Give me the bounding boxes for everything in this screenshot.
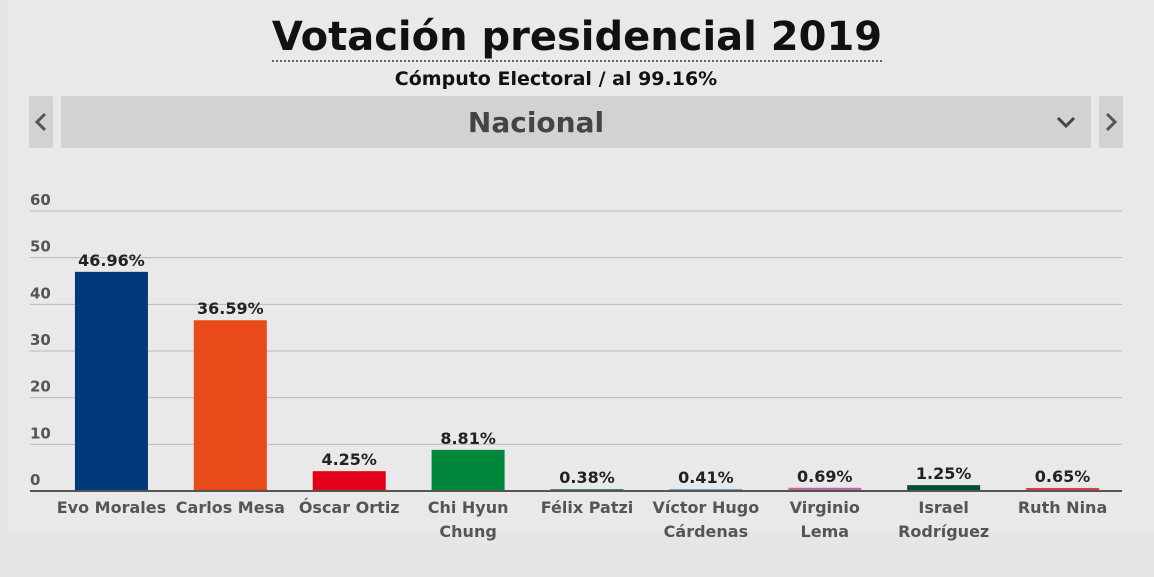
chevron-right-icon: [1105, 112, 1118, 132]
bar: [193, 320, 267, 491]
data-label: 1.25%: [916, 464, 972, 483]
x-tick-label: Virginio: [790, 498, 860, 517]
bar: [312, 471, 386, 491]
y-tick-label: 0: [30, 471, 40, 489]
x-tick-label: Cárdenas: [664, 522, 748, 541]
x-tick-label: Israel: [918, 498, 969, 517]
x-tick-label: Félix Patzi: [541, 498, 634, 517]
chevron-down-icon: [1056, 116, 1076, 129]
x-tick-label: Chi Hyun: [428, 498, 509, 517]
x-tick-label: Óscar Ortiz: [299, 498, 400, 517]
chevron-left-icon: [34, 112, 47, 132]
y-tick-label: 40: [30, 284, 51, 302]
data-label: 36.59%: [197, 299, 264, 318]
x-tick-label: Víctor Hugo: [653, 498, 760, 517]
next-button[interactable]: [1099, 96, 1123, 148]
x-tick-label: Rodríguez: [898, 522, 989, 541]
data-label: 4.25%: [321, 450, 377, 469]
y-tick-label: 30: [30, 331, 51, 349]
data-label: 8.81%: [440, 429, 496, 448]
bar: [1026, 487, 1100, 491]
bar: [431, 449, 505, 491]
x-tick-label: Lema: [801, 522, 850, 541]
region-selector-label: Nacional: [467, 106, 605, 139]
title-text: Votación presidencial 2019: [271, 14, 883, 62]
y-tick-label: 10: [30, 424, 51, 442]
y-tick-label: 20: [30, 378, 51, 396]
data-label: 0.65%: [1035, 467, 1091, 486]
bar-chart: 0 10 20 30 40 50 60 46.96% Evo Morales 36.59% Carl…: [30, 191, 1122, 541]
page-subtitle: Cómputo Electoral / al 99.16%: [394, 68, 718, 90]
bar: [74, 271, 148, 491]
x-tick-label: Carlos Mesa: [176, 498, 285, 517]
x-tick-label: Ruth Nina: [1018, 498, 1107, 517]
y-tick-label: 50: [30, 238, 51, 256]
data-label: 46.96%: [78, 251, 145, 270]
data-label: 0.69%: [797, 467, 853, 486]
data-label: 0.41%: [678, 468, 734, 487]
region-selector[interactable]: Nacional: [61, 96, 1091, 148]
previous-button[interactable]: [29, 96, 53, 148]
data-label: 0.38%: [559, 468, 615, 487]
x-tick-label: Chung: [439, 522, 496, 541]
bar: [788, 487, 862, 491]
bar: [907, 485, 981, 491]
page-title: Votación presidencial 2019: [0, 10, 1154, 64]
y-tick-label: 60: [30, 191, 51, 209]
x-tick-label: Evo Morales: [57, 498, 166, 517]
